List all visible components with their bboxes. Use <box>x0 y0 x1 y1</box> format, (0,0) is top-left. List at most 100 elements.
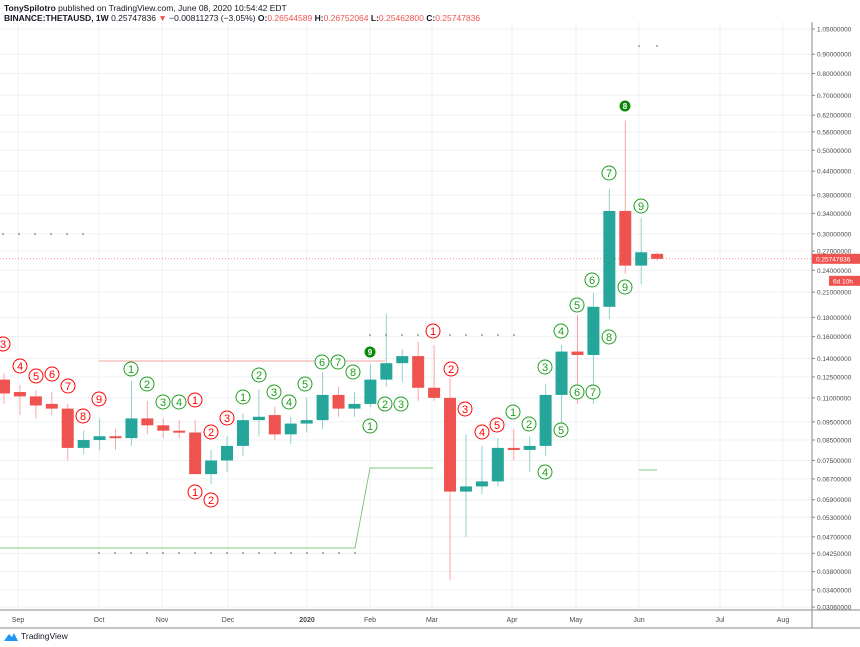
td-count-label: 5 <box>574 300 580 312</box>
candle-body <box>252 416 265 421</box>
tdst-dot <box>178 552 180 554</box>
td-count-label: 3 <box>271 387 277 399</box>
x-tick-label: Aug <box>777 617 790 624</box>
td-setup-badge <box>619 100 631 112</box>
candle-body <box>205 460 218 475</box>
td-count-label: 4 <box>17 361 23 373</box>
published-text: published on TradingView.com, June 08, 2… <box>58 3 287 13</box>
candle-body <box>141 418 154 426</box>
candle-body <box>523 445 536 450</box>
td-count-label: 1 <box>430 326 436 338</box>
candle-body <box>491 447 504 482</box>
tdst-dot <box>146 552 148 554</box>
tdst-dot <box>162 552 164 554</box>
x-tick-label: May <box>569 617 583 624</box>
candle-body <box>157 425 170 431</box>
td-count-label: 9 <box>638 201 644 213</box>
td-count-label: 1 <box>192 487 198 499</box>
y-tick-label: 0.06700000 <box>817 476 852 483</box>
tdst-dot <box>354 552 356 554</box>
brand-name: TradingView <box>21 631 68 641</box>
y-tick-label: 0.03400000 <box>817 587 852 594</box>
y-tick-label: 0.50000000 <box>817 148 852 155</box>
candle-body <box>284 423 297 435</box>
td-count-label: 6 <box>49 369 55 381</box>
low-value: 0.25462800 <box>378 13 424 23</box>
tdst-dot <box>656 45 658 47</box>
td-count-circle <box>251 367 267 383</box>
td-setup-badge <box>364 346 376 358</box>
td-count-circle <box>0 336 11 352</box>
y-tick-label: 0.38000000 <box>817 193 852 200</box>
tdst-dot <box>449 334 451 336</box>
y-tick-label: 0.62000000 <box>817 113 852 120</box>
td-count-circle <box>297 376 313 392</box>
td-count-label: 6 <box>319 357 325 369</box>
td-count-circle <box>266 384 282 400</box>
candle-body <box>316 394 329 421</box>
td-count-circle <box>569 384 585 400</box>
y-tick-label: 0.16000000 <box>817 334 852 341</box>
x-tick-label: Jul <box>716 617 725 624</box>
td-count-label: 9 <box>368 348 373 357</box>
td-count-circle <box>91 391 107 407</box>
td-count-circle <box>281 394 297 410</box>
td-count-label: 1 <box>510 407 516 419</box>
candle-body <box>61 408 74 448</box>
td-count-label: 6 <box>574 387 580 399</box>
candle-body <box>0 379 10 394</box>
td-count-label: 4 <box>176 397 182 409</box>
td-count-circle <box>139 376 155 392</box>
tdst-dot <box>417 334 419 336</box>
candle-body <box>173 430 186 433</box>
td-count-circle <box>314 354 330 370</box>
tradingview-logo[interactable]: TradingView <box>4 631 68 641</box>
x-tick-label: Jun <box>633 617 644 624</box>
tdst-dot <box>18 233 20 235</box>
candle-body <box>380 363 393 380</box>
y-tick-label: 0.30000000 <box>817 231 852 238</box>
td-count-circle <box>537 464 553 480</box>
td-count-label: 2 <box>144 379 150 391</box>
candle-body <box>651 253 664 259</box>
td-count-circle <box>187 392 203 408</box>
td-count-circle <box>155 394 171 410</box>
td-count-label: 5 <box>494 420 500 432</box>
tdst-dot <box>481 334 483 336</box>
candle-body <box>236 420 249 446</box>
td-count-label: 7 <box>65 381 71 393</box>
tdst-dot <box>242 552 244 554</box>
high-label: H: <box>314 13 324 23</box>
y-tick-label: 0.08500000 <box>817 438 852 445</box>
down-arrow-icon: ▼ <box>158 13 167 23</box>
td-count-label: 8 <box>623 102 628 111</box>
td-count-circle <box>505 404 521 420</box>
candle-body <box>93 436 106 441</box>
td-count-circle <box>474 424 490 440</box>
td-count-label: 6 <box>589 275 595 287</box>
td-count-circle <box>443 361 459 377</box>
td-count-label: 2 <box>208 427 214 439</box>
candle-body <box>587 306 600 355</box>
td-count-circle <box>601 165 617 181</box>
y-tick-label: 0.05300000 <box>817 515 852 522</box>
author[interactable]: TonySpilotro <box>4 3 56 13</box>
td-count-circle <box>537 359 553 375</box>
symbol-legend: BINANCE:THETAUSD, 1W 0.25747836 ▼ −0.008… <box>4 13 480 23</box>
td-count-circle <box>330 354 346 370</box>
y-tick-label: 0.80000000 <box>817 71 852 78</box>
td-count-label: 9 <box>622 282 628 294</box>
y-tick-label: 0.24000000 <box>817 268 852 275</box>
y-tick-label: 0.70000000 <box>817 93 852 100</box>
last-price: 0.25747836 <box>111 13 156 23</box>
td-count-label: 2 <box>208 495 214 507</box>
y-tick-label: 0.21000000 <box>817 290 852 297</box>
candle-body <box>571 351 584 355</box>
tdst-dot <box>50 233 52 235</box>
y-tick-label: 0.04250000 <box>817 551 852 558</box>
x-tick-label: Apr <box>507 617 519 624</box>
candle-body <box>45 403 58 409</box>
td-count-label: 5 <box>33 371 39 383</box>
change: −0.00811273 (−3.05%) <box>169 13 256 23</box>
